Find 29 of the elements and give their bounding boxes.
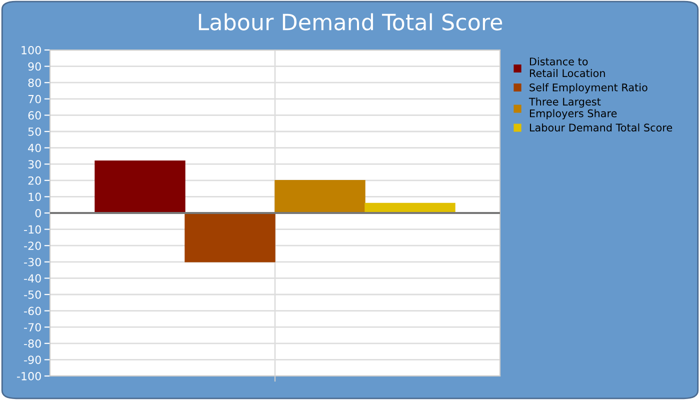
y-tick-label: 20: [28, 176, 41, 185]
y-tick-label: -100: [16, 372, 41, 380]
bar: [184, 212, 276, 262]
legend-label: Distance to Retail Location: [530, 57, 605, 78]
y-tick-label: 70: [28, 94, 41, 104]
y-tick-label: -20: [24, 242, 41, 250]
y-tick-label: -30: [24, 258, 41, 266]
y-tick-label: -40: [24, 274, 41, 283]
y-tick-label: 100: [22, 46, 41, 54]
bar: [274, 180, 366, 214]
y-tick-label: 90: [28, 62, 41, 71]
y-tick-label: 40: [28, 144, 41, 152]
legend-label: Labour Demand Total Score: [530, 123, 672, 132]
y-tick-label: 60: [28, 111, 41, 120]
y-tick-label: -80: [24, 339, 41, 348]
y-tick-label: -50: [24, 290, 41, 299]
y-tick-label: 0: [35, 208, 41, 218]
y-tick-label: -10: [24, 225, 41, 234]
legend-label: Self Employment Ratio: [530, 83, 648, 94]
bar: [94, 160, 186, 214]
y-tick-label: -90: [24, 356, 41, 364]
chart-title: Labour Demand Total Score: [198, 13, 502, 30]
y-tick-label: 50: [28, 127, 41, 136]
y-tick-label: 10: [28, 192, 41, 202]
y-tick-label: 30: [28, 160, 41, 168]
y-tick-label: -60: [24, 306, 41, 316]
y-tick-label: 80: [28, 78, 41, 87]
legend-label: Three Largest Employers Share: [528, 98, 617, 120]
y-tick-label: -70: [24, 323, 41, 332]
